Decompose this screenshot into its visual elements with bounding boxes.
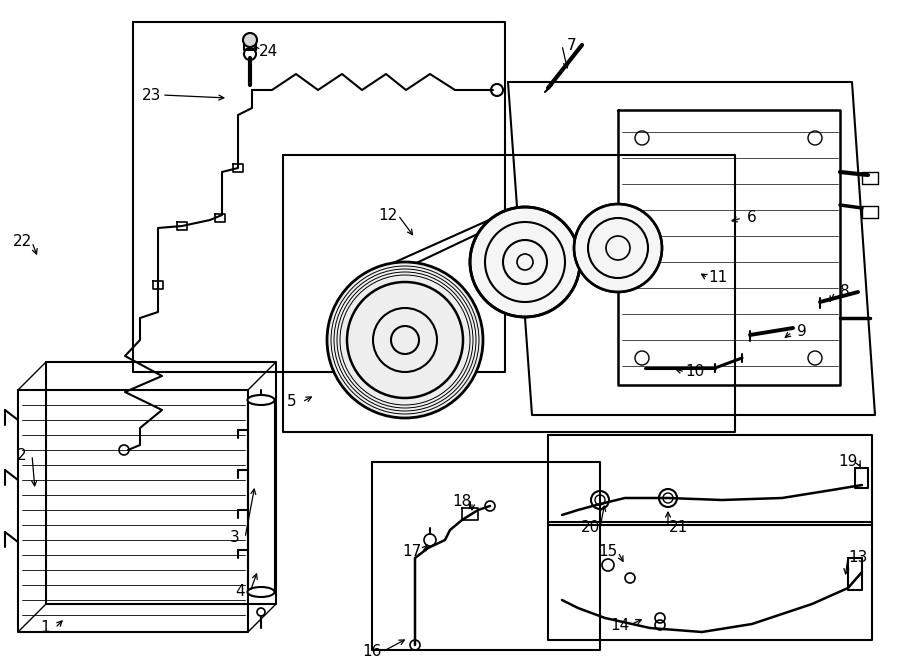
Text: 14: 14 [610, 617, 630, 633]
Text: 6: 6 [747, 210, 757, 225]
Text: 24: 24 [258, 44, 277, 59]
Circle shape [243, 33, 257, 47]
Text: 23: 23 [142, 87, 162, 102]
Text: 3: 3 [230, 531, 240, 545]
Text: 9: 9 [797, 325, 807, 340]
Ellipse shape [248, 587, 274, 597]
Text: 8: 8 [841, 284, 850, 299]
Text: 17: 17 [402, 545, 421, 559]
Text: 16: 16 [363, 644, 382, 660]
Text: 19: 19 [838, 455, 858, 469]
Circle shape [574, 204, 662, 292]
Text: 13: 13 [849, 551, 868, 566]
Text: 18: 18 [453, 494, 472, 510]
Text: 1: 1 [40, 621, 50, 635]
Text: 10: 10 [686, 364, 705, 379]
Ellipse shape [248, 395, 274, 405]
Text: 5: 5 [287, 395, 297, 410]
Text: 7: 7 [567, 38, 577, 52]
Text: 2: 2 [17, 447, 27, 463]
Text: 21: 21 [669, 520, 688, 535]
Text: 15: 15 [598, 545, 617, 559]
Text: 12: 12 [378, 208, 398, 223]
Circle shape [470, 207, 580, 317]
Text: 20: 20 [580, 520, 599, 535]
Text: 4: 4 [235, 584, 245, 600]
Circle shape [327, 262, 483, 418]
Text: 22: 22 [13, 235, 32, 249]
Text: 11: 11 [708, 270, 727, 286]
